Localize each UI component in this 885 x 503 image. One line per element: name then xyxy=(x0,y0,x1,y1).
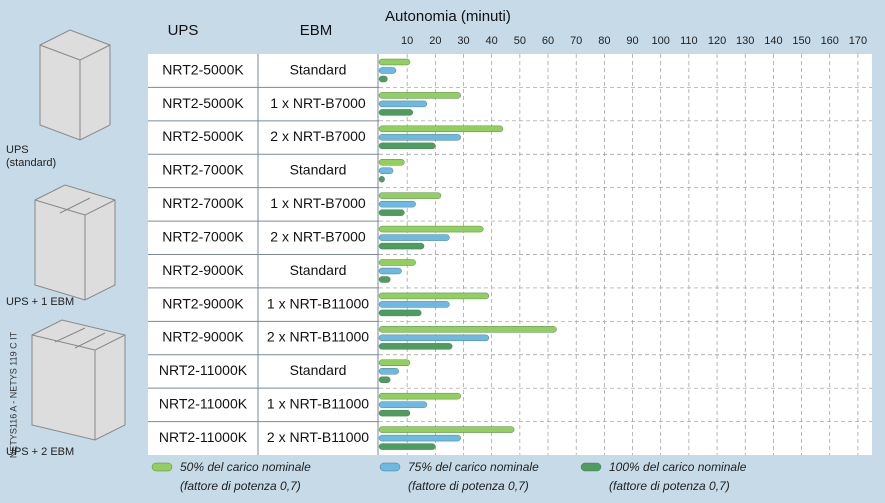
ebm-cell: 1 x NRT-B7000 xyxy=(270,95,366,111)
legend-label: 50% del carico nominale xyxy=(180,460,311,474)
ups-cell: NRT2-5000K xyxy=(162,128,244,144)
x-tick-label: 130 xyxy=(736,35,754,47)
bar xyxy=(379,226,483,232)
ebm-cell: Standard xyxy=(290,362,347,378)
ebm-cell: 1 x NRT-B11000 xyxy=(267,295,369,311)
bar xyxy=(379,201,416,207)
x-tick-label: 40 xyxy=(486,35,498,47)
x-tick-label: 10 xyxy=(401,35,413,47)
ups-cell: NRT2-7000K xyxy=(162,195,244,211)
x-axis-label: Autonomia (minuti) xyxy=(385,8,511,25)
ebm-cell: 2 x NRT-B11000 xyxy=(267,329,369,345)
bar xyxy=(379,126,503,132)
bar xyxy=(379,402,427,408)
ups-cell: NRT2-5000K xyxy=(162,61,244,77)
bar xyxy=(379,410,410,416)
x-tick-label: 100 xyxy=(652,35,670,47)
legend-label: 100% del carico nominale xyxy=(609,460,747,474)
x-tick-label: 30 xyxy=(457,35,469,47)
bar xyxy=(379,143,435,149)
ups-cell: NRT2-11000K xyxy=(159,362,248,378)
x-tick-label: 60 xyxy=(542,35,554,47)
bar xyxy=(379,377,390,383)
ebm-cell: Standard xyxy=(290,162,347,178)
x-tick-label: 160 xyxy=(821,35,839,47)
ebm-cell: Standard xyxy=(290,61,347,77)
bar xyxy=(379,301,449,307)
x-tick-label: 120 xyxy=(708,35,726,47)
x-tick-label: 80 xyxy=(598,35,610,47)
legend-swatch xyxy=(380,463,400,471)
x-tick-label: 50 xyxy=(514,35,526,47)
x-tick-label: 110 xyxy=(680,35,698,47)
bar xyxy=(379,427,514,433)
x-tick-label: 70 xyxy=(570,35,582,47)
x-tick-label: 170 xyxy=(849,35,867,47)
ebm-cell: 2 x NRT-B7000 xyxy=(270,128,366,144)
bar xyxy=(379,76,387,82)
image-label: UPS xyxy=(6,144,29,156)
ebm-cell: 2 x NRT-B11000 xyxy=(267,429,369,445)
bar xyxy=(379,101,427,107)
ebm-cell: 1 x NRT-B7000 xyxy=(270,195,366,211)
bar xyxy=(379,435,461,441)
bar xyxy=(379,326,556,332)
legend-note: (fattore di potenza 0,7) xyxy=(609,479,730,493)
bar xyxy=(379,368,399,374)
bar xyxy=(379,360,410,366)
bar xyxy=(379,243,424,249)
bar xyxy=(379,68,396,74)
ups-cell: NRT2-7000K xyxy=(162,228,244,244)
x-tick-label: 20 xyxy=(429,35,441,47)
x-tick-label: 140 xyxy=(764,35,782,47)
ups-cell: NRT2-11000K xyxy=(159,429,248,445)
ups-cell: NRT2-11000K xyxy=(159,396,248,412)
image-label: (standard) xyxy=(6,157,56,169)
bar xyxy=(379,59,410,65)
x-tick-label: 90 xyxy=(626,35,638,47)
bar xyxy=(379,268,402,274)
ups-cell: NRT2-9000K xyxy=(162,329,244,345)
bar xyxy=(379,159,404,165)
bar xyxy=(379,260,416,266)
legend-label: 75% del carico nominale xyxy=(408,460,539,474)
bar xyxy=(379,343,452,349)
image-label: UPS + 1 EBM xyxy=(6,296,74,308)
image-label: UPS + 2 EBM xyxy=(6,446,74,458)
bar xyxy=(379,92,461,98)
ups-cell: NRT2-9000K xyxy=(162,295,244,311)
legend-swatch xyxy=(152,463,172,471)
bar xyxy=(379,335,489,341)
bar xyxy=(379,444,435,450)
bar xyxy=(379,393,461,399)
legend-note: (fattore di potenza 0,7) xyxy=(408,479,529,493)
column-header: EBM xyxy=(300,22,333,39)
x-tick-label: 150 xyxy=(792,35,810,47)
bar xyxy=(379,310,421,316)
ups-cell: NRT2-7000K xyxy=(162,162,244,178)
ebm-cell: 1 x NRT-B11000 xyxy=(267,396,369,412)
bar xyxy=(379,277,390,283)
bar xyxy=(379,134,461,140)
ebm-cell: Standard xyxy=(290,262,347,278)
side-note: NETYS116 A - NETYS 119 C IT xyxy=(8,331,18,458)
ups-cell: NRT2-5000K xyxy=(162,95,244,111)
bar xyxy=(379,210,404,216)
legend-note: (fattore di potenza 0,7) xyxy=(180,479,301,493)
ups-cell: NRT2-9000K xyxy=(162,262,244,278)
bar xyxy=(379,109,413,115)
bar xyxy=(379,176,385,182)
chart: UPS EBM Autonomia (minuti) NETYS116 A - … xyxy=(0,0,885,503)
bar xyxy=(379,193,441,199)
legend-swatch xyxy=(581,463,601,471)
bar xyxy=(379,293,489,299)
bar xyxy=(379,168,393,174)
ebm-cell: 2 x NRT-B7000 xyxy=(270,228,366,244)
column-header: UPS xyxy=(168,22,199,39)
bar xyxy=(379,235,449,241)
